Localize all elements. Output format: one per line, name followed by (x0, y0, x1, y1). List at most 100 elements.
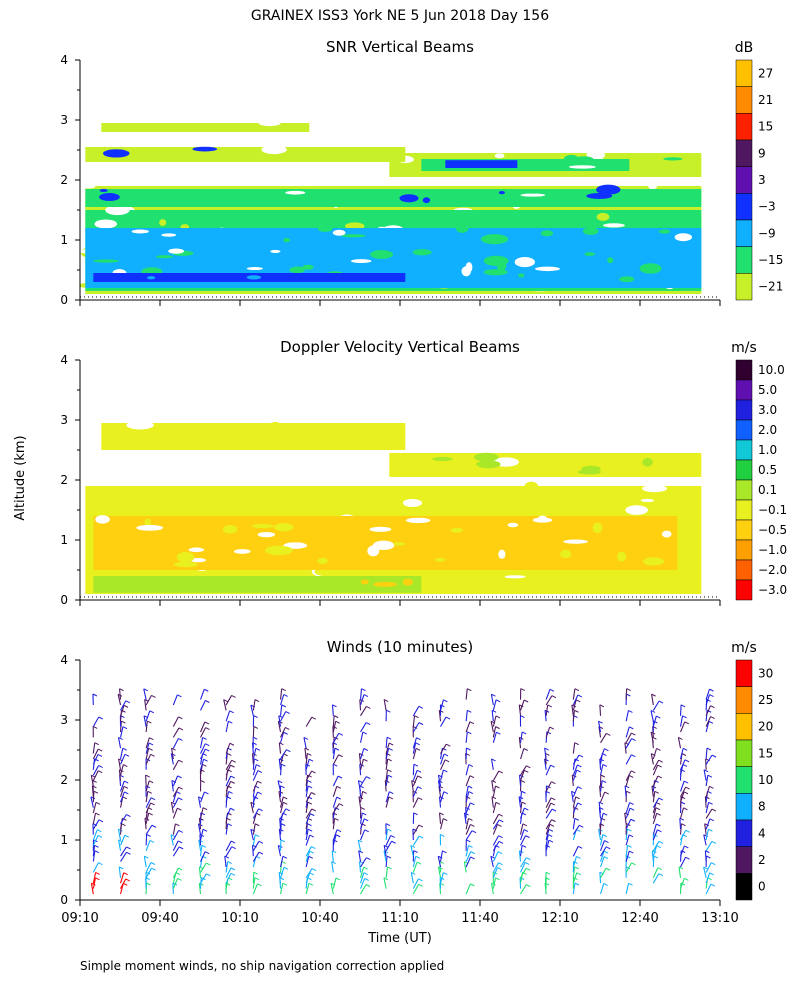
wind-barb-flag (388, 796, 394, 800)
heatmap-speckle (350, 259, 372, 264)
heatmap-speckle (315, 503, 340, 513)
wind-barb (199, 737, 204, 749)
wind-barb-flag (204, 851, 210, 855)
wind-barb (544, 748, 547, 760)
wind-barb (650, 710, 654, 722)
wind-barb (625, 829, 628, 841)
heatmap-layers (77, 119, 702, 294)
wind-barb (332, 803, 340, 814)
wind-barb (465, 824, 471, 835)
wind-barb-flag (177, 840, 183, 844)
wind-barb-flag (549, 823, 555, 827)
wind-barb (545, 695, 553, 706)
wind-barb-flag (175, 872, 181, 875)
wind-barb (172, 738, 179, 749)
wind-barb-flag (258, 808, 263, 812)
heatmap-speckle (95, 515, 110, 524)
wind-barb (439, 872, 444, 884)
colorbar-swatch (735, 419, 753, 441)
wind-barb-flag (682, 715, 687, 719)
wind-barb (170, 802, 174, 814)
wind-barb-flag (683, 807, 688, 811)
wind-barb (572, 866, 576, 878)
y-tick-label: 4 (60, 653, 68, 667)
wind-barb-flag (415, 855, 421, 859)
wind-barb-flag (519, 704, 524, 708)
wind-barb (385, 758, 389, 770)
wind-barb-flag (94, 844, 99, 848)
wind-barb-flag (333, 715, 339, 719)
wind-barb (171, 748, 174, 760)
wind-barb-flag (98, 819, 104, 823)
wind-barb (600, 851, 605, 862)
heatmap-speckle (144, 518, 152, 527)
wind-barb (705, 872, 711, 884)
wind-barb (92, 716, 100, 727)
wind-barb-flag (202, 736, 207, 740)
wind-barb-flag (548, 828, 554, 832)
wind-barb (279, 688, 283, 700)
wind-barb (545, 829, 550, 841)
wind-barb (120, 872, 125, 884)
wind-barb (279, 856, 284, 868)
heatmap-speckle (434, 557, 446, 562)
wind-barb (120, 814, 127, 825)
wind-barb (359, 699, 362, 711)
wind-barb (679, 748, 684, 760)
wind-barb-flag (206, 862, 211, 866)
y-tick-label: 1 (60, 833, 68, 847)
heatmap-speckle (643, 557, 665, 566)
wind-barb-flag (575, 796, 580, 800)
heatmap-speckle (663, 503, 689, 514)
wind-barb-flag (681, 753, 687, 756)
wind-barb-flag (151, 694, 156, 698)
heatmap-speckle (498, 190, 505, 195)
wind-barb (492, 819, 500, 830)
wind-barb-flag (412, 725, 418, 729)
heatmap-speckle (233, 549, 251, 554)
wind-barb (305, 753, 308, 765)
wind-barb (225, 823, 229, 835)
wind-barb-flag (498, 770, 504, 774)
wind-barb-flag (468, 818, 473, 821)
heatmap-speckle (450, 527, 463, 533)
wind-barb (200, 791, 205, 803)
wind-barb (305, 872, 311, 884)
wind-barb-flag (256, 812, 261, 816)
wind-barb (145, 748, 150, 760)
wind-barb (117, 829, 122, 841)
wind-barb-flag (358, 850, 363, 854)
wind-barb-flag (365, 884, 371, 887)
wind-barb-flag (603, 883, 608, 886)
wind-barb (410, 845, 414, 857)
wind-barb (440, 743, 447, 754)
wind-barb (520, 765, 527, 776)
wind-barb (200, 873, 207, 884)
wind-barb-flag (470, 802, 475, 806)
heatmap-speckle (261, 145, 287, 155)
heatmap-speckle (476, 460, 501, 469)
wind-barb-flag (388, 742, 394, 746)
wind-barb-flag (631, 738, 636, 742)
heatmap-speckle (283, 237, 291, 243)
wind-barb (145, 710, 151, 722)
wind-barb (305, 770, 313, 781)
wind-barb-flag (467, 688, 472, 692)
wind-barb (145, 802, 152, 814)
heatmap-speckle (577, 469, 602, 475)
colorbar-swatch (735, 846, 753, 874)
heatmap-speckle (507, 522, 519, 528)
wind-barb (145, 824, 153, 835)
y-tick-label: 3 (60, 713, 68, 727)
wind-barb (680, 780, 685, 792)
wind-barb-flag (92, 693, 98, 697)
wind-barb-flag (335, 834, 341, 838)
wind-barb-flag (521, 731, 527, 735)
wind-barb (680, 830, 687, 841)
wind-barb (437, 856, 442, 868)
wind-barb-flag (655, 807, 661, 811)
wind-barb-flag (170, 834, 176, 838)
wind-barb-flag (498, 835, 503, 839)
wind-barb (519, 774, 522, 787)
wind-barb (360, 694, 365, 706)
